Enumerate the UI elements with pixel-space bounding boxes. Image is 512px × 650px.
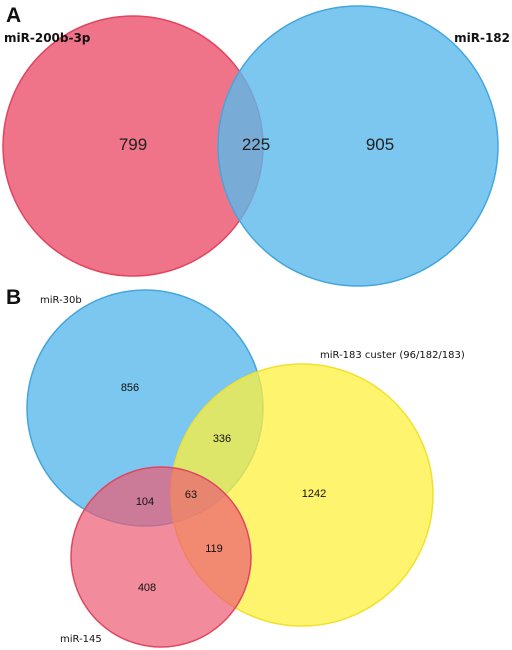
count-only-mir-183: 1242 [302, 488, 326, 500]
count-only-mir-145: 408 [138, 582, 156, 594]
panel-b: B miR-30b miR-183 custer (96/182/183) mi… [6, 286, 465, 648]
panel-b-letter: B [6, 286, 21, 309]
count-intersection-a: 225 [242, 135, 270, 154]
count-only-mir-30b: 856 [121, 382, 139, 394]
count-183-145: 119 [205, 543, 223, 555]
count-only-mir-182: 905 [366, 135, 394, 154]
label-mir-200b-3p: miR-200b-3p [4, 31, 91, 45]
panel-a: A miR-200b-3p miR-182 799 225 905 [2, 4, 510, 287]
count-30b-183: 336 [213, 433, 231, 445]
count-only-mir-200b: 799 [119, 135, 147, 154]
count-all-three: 63 [185, 489, 197, 501]
label-mir-182: miR-182 [454, 31, 510, 45]
circle-mir-145 [70, 466, 252, 648]
label-mir-145: miR-145 [60, 634, 102, 645]
circle-mir-182 [217, 5, 499, 287]
label-mir-30b: miR-30b [40, 295, 82, 306]
panel-a-letter: A [6, 4, 21, 27]
count-30b-145: 104 [136, 496, 154, 508]
label-mir-183-cluster: miR-183 custer (96/182/183) [320, 350, 465, 361]
